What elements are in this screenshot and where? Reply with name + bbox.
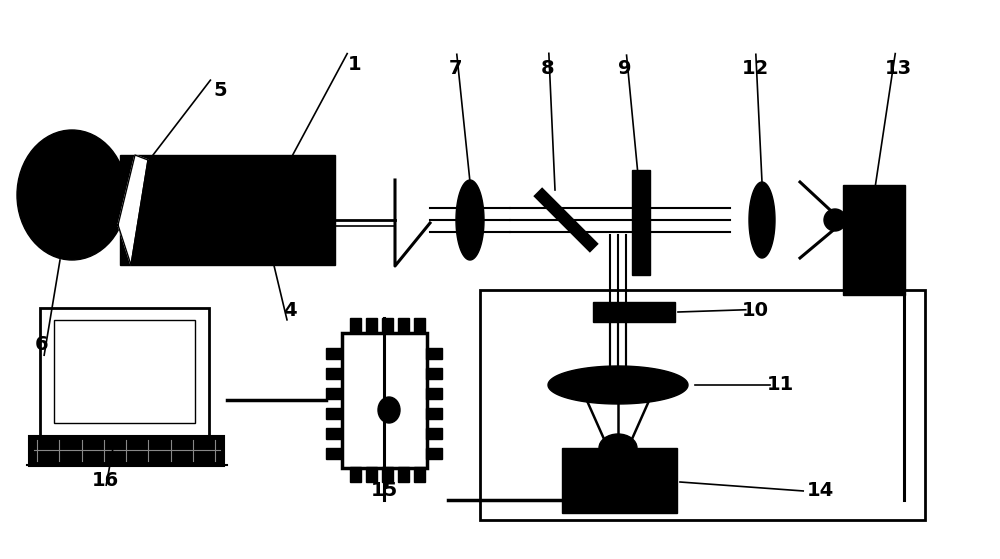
Text: 14: 14 bbox=[806, 481, 834, 500]
Bar bbox=[350, 318, 361, 333]
Bar bbox=[54, 320, 195, 423]
Bar bbox=[426, 388, 442, 399]
Bar bbox=[326, 368, 342, 379]
Text: 13: 13 bbox=[884, 59, 912, 78]
Text: 15: 15 bbox=[370, 481, 398, 500]
Bar bbox=[398, 467, 409, 482]
Bar bbox=[593, 302, 675, 322]
Polygon shape bbox=[118, 155, 148, 265]
Text: 16: 16 bbox=[91, 471, 119, 490]
Text: 8: 8 bbox=[541, 59, 555, 78]
Polygon shape bbox=[456, 180, 484, 260]
Text: 1: 1 bbox=[348, 55, 362, 74]
Bar bbox=[326, 348, 342, 359]
Text: 6: 6 bbox=[35, 335, 49, 354]
Text: 12: 12 bbox=[741, 59, 769, 78]
Polygon shape bbox=[131, 160, 155, 265]
FancyBboxPatch shape bbox=[40, 308, 209, 437]
Polygon shape bbox=[749, 182, 775, 258]
Bar bbox=[350, 467, 361, 482]
Bar bbox=[426, 368, 442, 379]
Bar bbox=[326, 428, 342, 439]
Bar bbox=[426, 428, 442, 439]
Bar bbox=[120, 155, 335, 265]
Text: 5: 5 bbox=[213, 80, 227, 100]
Bar bbox=[414, 318, 425, 333]
Bar bbox=[382, 467, 393, 482]
Bar bbox=[366, 467, 377, 482]
Ellipse shape bbox=[17, 130, 127, 260]
Text: 11: 11 bbox=[766, 376, 794, 395]
Bar bbox=[326, 408, 342, 419]
Bar bbox=[382, 318, 393, 333]
Text: 4: 4 bbox=[283, 301, 297, 320]
Bar bbox=[414, 467, 425, 482]
Ellipse shape bbox=[599, 434, 637, 462]
Bar bbox=[426, 408, 442, 419]
Bar bbox=[326, 388, 342, 399]
Bar bbox=[480, 290, 925, 520]
Bar bbox=[426, 348, 442, 359]
Bar bbox=[562, 448, 677, 513]
Bar bbox=[366, 318, 377, 333]
Bar bbox=[843, 185, 905, 295]
Text: 9: 9 bbox=[618, 59, 632, 78]
Text: 7: 7 bbox=[448, 59, 462, 78]
FancyBboxPatch shape bbox=[29, 436, 224, 466]
Bar bbox=[398, 318, 409, 333]
Bar bbox=[326, 448, 342, 459]
Text: 10: 10 bbox=[742, 301, 768, 320]
Ellipse shape bbox=[378, 397, 400, 423]
Ellipse shape bbox=[824, 209, 846, 231]
Bar bbox=[342, 333, 427, 468]
Polygon shape bbox=[548, 366, 688, 404]
Bar bbox=[632, 170, 650, 275]
Bar bbox=[426, 448, 442, 459]
